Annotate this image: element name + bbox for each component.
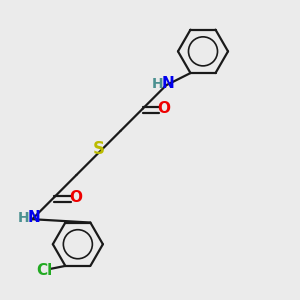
Text: Cl: Cl <box>36 263 52 278</box>
Text: N: N <box>27 210 40 225</box>
Text: O: O <box>158 101 171 116</box>
Text: S: S <box>93 140 105 158</box>
Text: H: H <box>152 77 164 91</box>
Text: N: N <box>161 76 174 91</box>
Text: O: O <box>69 190 82 205</box>
Text: H: H <box>18 211 30 225</box>
